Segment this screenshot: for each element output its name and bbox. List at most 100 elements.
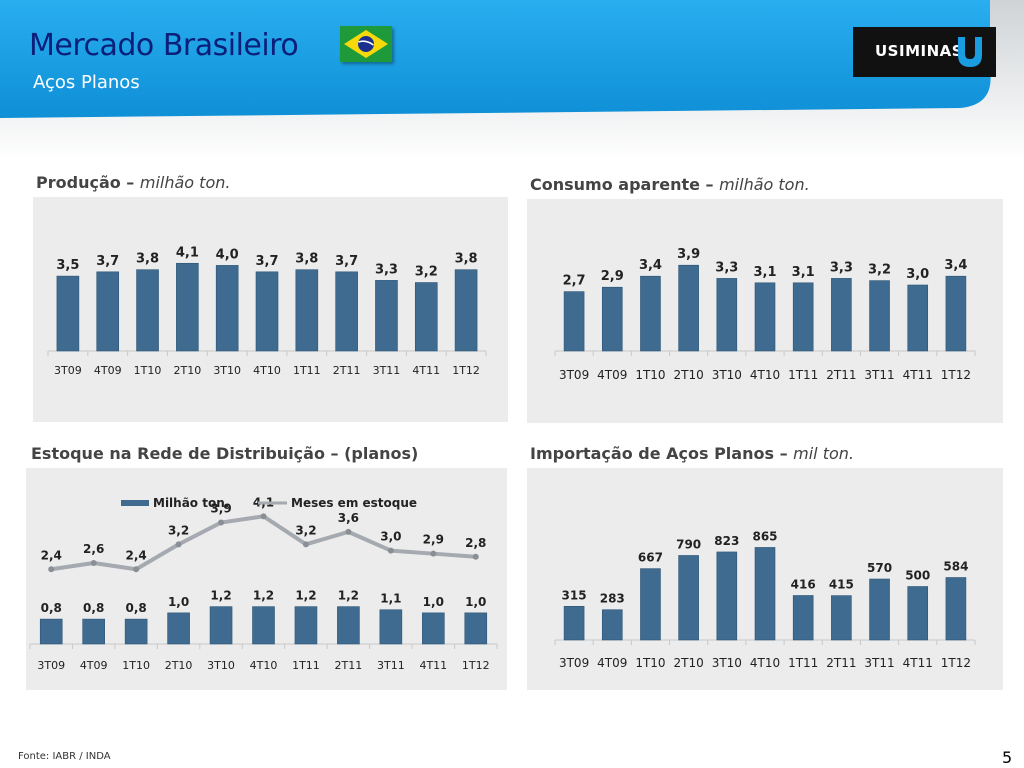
consumo-category-label: 3T09 <box>559 368 589 382</box>
producao-chart: 3T09 3,5 4T09 3,7 1T10 3,8 2T10 4,1 3T10 4,0 4T10 3… <box>47 245 487 377</box>
producao-data-label: 3,7 <box>96 254 119 269</box>
estoque-category-label: 4T09 <box>80 659 108 672</box>
importacao-data-label: 823 <box>714 534 739 548</box>
importacao-category-label: 3T11 <box>864 656 894 670</box>
legend-bar-swatch <box>121 500 149 506</box>
producao-bar <box>414 282 438 352</box>
importacao-data-label: 790 <box>676 537 701 551</box>
estoque-data-label: 1,1 <box>380 592 401 606</box>
consumo-bar <box>716 278 738 352</box>
estoque-line-point <box>387 547 394 554</box>
estoque-bar <box>124 618 148 645</box>
producao-category-label: 3T09 <box>54 364 82 377</box>
producao-data-label: 3,8 <box>295 252 318 267</box>
producao-bar <box>335 271 358 352</box>
estoque-data-label: 1,2 <box>210 589 231 603</box>
consumo-data-label: 3,4 <box>944 258 967 273</box>
producao-data-label: 3,5 <box>56 258 79 273</box>
estoque-data-label: 1,0 <box>465 595 486 609</box>
consumo-data-label: 2,7 <box>563 274 586 289</box>
importacao-bar <box>907 586 929 641</box>
consumo-bar <box>601 286 623 352</box>
importacao-bar <box>640 568 661 641</box>
estoque-line-data-label: 2,4 <box>126 548 147 562</box>
consumo-category-label: 1T10 <box>635 368 665 382</box>
consumo-category-label: 4T09 <box>597 368 627 382</box>
producao-data-label: 3,7 <box>335 254 358 269</box>
estoque-line-series <box>50 514 476 572</box>
consumo-bar <box>754 282 776 352</box>
producao-category-label: 4T09 <box>94 364 122 377</box>
estoque-category-label: 1T11 <box>292 659 320 672</box>
source-note: Fonte: IABR / INDA <box>18 751 111 762</box>
estoque-category-label: 3T09 <box>37 659 65 672</box>
consumo-data-label: 3,1 <box>753 265 776 280</box>
usiminas-logo: USIMINAS <box>853 27 996 77</box>
estoque-bar <box>252 606 275 645</box>
consumo-category-label: 1T12 <box>941 368 971 382</box>
estoque-data-label: 1,0 <box>168 595 189 609</box>
estoque-legend: Milhão ton. Meses em estoque <box>121 496 417 510</box>
estoque-line-data-label: 2,4 <box>41 548 62 562</box>
estoque-line-point <box>218 519 225 526</box>
consumo-category-label: 3T10 <box>712 368 742 382</box>
importacao-data-label: 315 <box>562 588 587 602</box>
estoque-category-label: 4T10 <box>250 659 278 672</box>
estoque-chart: 3T09 0,8 4T09 0,8 1T10 0,8 2T10 1,0 3T10 1,2 4T10 1… <box>29 495 498 672</box>
consumo-bar <box>831 278 852 352</box>
estoque-line-point <box>260 513 267 520</box>
importacao-data-label: 667 <box>638 551 663 565</box>
producao-category-label: 1T11 <box>293 364 321 377</box>
producao-bar <box>215 265 239 352</box>
consumo-data-label: 3,9 <box>677 247 700 262</box>
consumo-unit: milhão ton. <box>719 175 810 194</box>
importacao-category-label: 4T11 <box>903 656 933 670</box>
brazil-flag-icon <box>340 26 392 62</box>
consumo-bar <box>945 275 967 352</box>
estoque-title-text: Estoque na Rede de Distribuição – (plano… <box>31 444 419 463</box>
importacao-bar <box>792 595 814 641</box>
producao-data-label: 4,0 <box>216 247 239 262</box>
importacao-category-label: 1T12 <box>941 656 971 670</box>
importacao-bar <box>601 609 623 641</box>
page-subtitle: Aços Planos <box>33 72 140 93</box>
producao-bar <box>454 269 478 352</box>
estoque-line-data-label: 3,2 <box>295 523 316 537</box>
consumo-data-label: 3,4 <box>639 258 662 273</box>
estoque-category-label: 3T11 <box>377 659 405 672</box>
importacao-category-label: 1T10 <box>635 656 665 670</box>
page-number: 5 <box>1002 748 1013 767</box>
producao-data-label: 3,8 <box>136 252 159 267</box>
producao-data-label: 3,7 <box>255 254 278 269</box>
estoque-bar <box>294 606 318 645</box>
estoque-bar <box>39 618 63 645</box>
consumo-title: Consumo aparente – milhão ton. <box>530 175 810 194</box>
estoque-data-label: 1,0 <box>423 595 444 609</box>
producao-unit: milhão ton. <box>139 173 231 192</box>
estoque-category-label: 1T10 <box>122 659 150 672</box>
estoque-category-label: 1T12 <box>462 659 490 672</box>
importacao-data-label: 415 <box>829 578 854 592</box>
producao-category-label: 3T10 <box>213 364 241 377</box>
consumo-data-label: 3,3 <box>830 260 853 275</box>
estoque-line-data-label: 2,9 <box>423 533 444 547</box>
estoque-data-label: 1,2 <box>253 589 274 603</box>
estoque-bar <box>209 606 233 645</box>
importacao-data-label: 283 <box>600 592 625 606</box>
importacao-bar <box>678 555 699 641</box>
estoque-category-label: 2T10 <box>165 659 193 672</box>
producao-bar <box>136 269 159 352</box>
estoque-data-label: 0,8 <box>83 601 104 615</box>
importacao-category-label: 4T10 <box>750 656 780 670</box>
importacao-unit: mil ton. <box>793 444 854 463</box>
producao-category-label: 4T11 <box>412 364 440 377</box>
importacao-data-label: 500 <box>905 569 930 583</box>
consumo-chart: 3T09 2,7 4T09 2,9 1T10 3,4 2T10 3,9 3T10 3,3 4T10 3… <box>554 247 976 382</box>
estoque-bar <box>464 612 488 645</box>
consumo-category-label: 3T11 <box>864 368 894 382</box>
importacao-category-label: 2T10 <box>674 656 704 670</box>
estoque-bar <box>379 609 403 645</box>
estoque-line-point <box>175 541 182 548</box>
estoque-line-point <box>345 528 352 535</box>
